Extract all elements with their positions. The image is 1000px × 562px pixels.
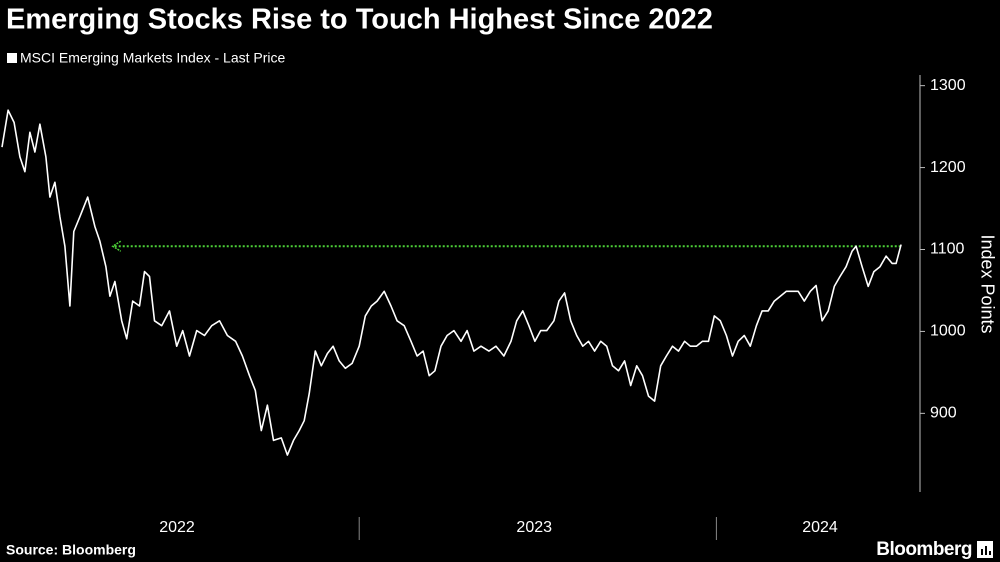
legend-label: MSCI Emerging Markets Index - Last Price — [20, 50, 286, 66]
brand-icon-bar — [989, 551, 991, 555]
chart-title: Emerging Stocks Rise to Touch Highest Si… — [6, 4, 713, 36]
legend-swatch — [7, 53, 17, 63]
x-tick-label: 2024 — [802, 519, 838, 536]
x-tick-label: 2022 — [159, 519, 195, 536]
brand: Bloomberg — [876, 539, 972, 560]
y-tick-label: 1300 — [930, 77, 966, 94]
y-tick-label: 1100 — [930, 241, 965, 258]
y-axis-label: Index Points — [977, 234, 997, 333]
brand-icon-bar — [981, 549, 983, 555]
brand-icon-bar — [985, 546, 987, 555]
source: Source: Bloomberg — [6, 542, 136, 558]
y-tick-label: 1000 — [930, 323, 966, 340]
reference-arrow — [111, 240, 122, 252]
x-tick-label: 2023 — [516, 519, 552, 536]
series-line — [1, 109, 902, 456]
y-tick-label: 900 — [930, 405, 957, 422]
y-tick-label: 1200 — [930, 159, 966, 176]
